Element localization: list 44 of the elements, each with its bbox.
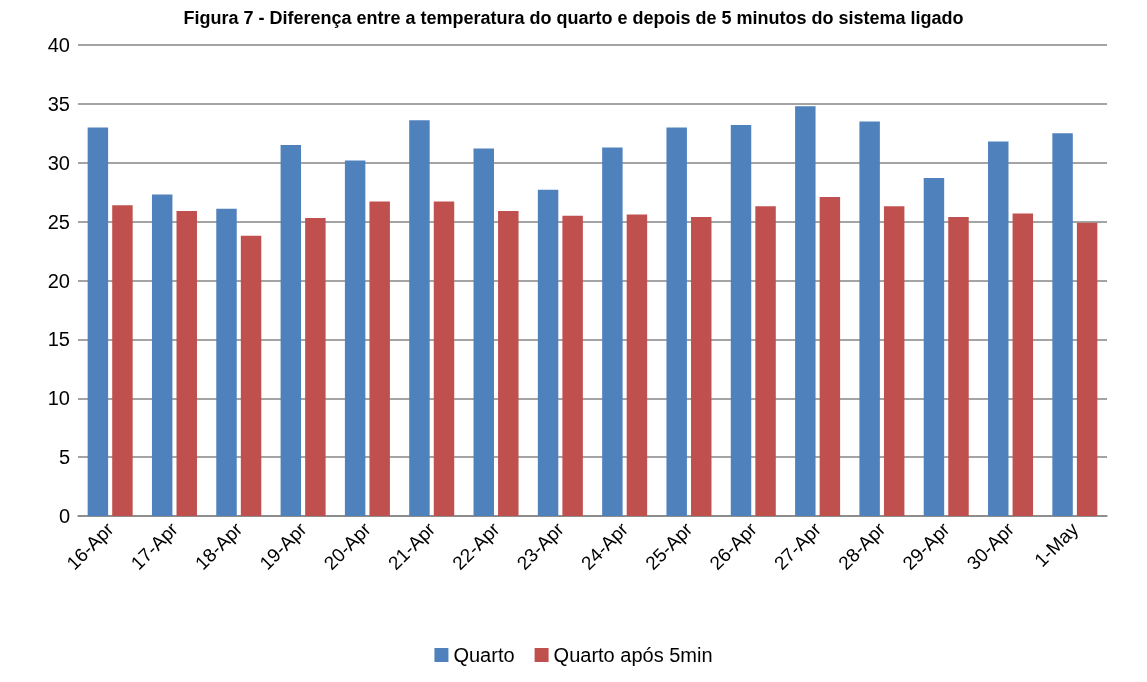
bar — [344, 160, 366, 516]
bar — [151, 194, 173, 516]
y-tick-label: 10 — [47, 387, 70, 410]
bar — [498, 211, 519, 516]
y-tick-label: 0 — [58, 505, 70, 527]
bar — [1076, 222, 1098, 516]
y-tick-label: 15 — [47, 328, 70, 351]
bar — [691, 216, 712, 516]
bar — [923, 178, 945, 516]
y-tick-label: 20 — [47, 269, 70, 292]
bar — [1012, 213, 1034, 516]
bar — [87, 127, 109, 516]
bar — [433, 201, 455, 516]
y-tick-label: 40 — [47, 34, 70, 56]
bar — [112, 205, 133, 516]
bar — [626, 214, 648, 516]
bar — [1052, 133, 1073, 516]
y-tick-label: 25 — [47, 210, 70, 233]
bar — [176, 211, 197, 516]
bar — [409, 120, 430, 516]
bar — [859, 121, 880, 516]
bar — [562, 215, 583, 516]
bar — [819, 196, 841, 516]
y-tick-label: 30 — [47, 151, 70, 174]
bar — [795, 106, 816, 516]
bar — [948, 216, 969, 516]
chart-title: Figura 7 - Diferença entre a temperatura do quarto e depois de 5 minutos do sistema ligado — [183, 8, 964, 28]
bar — [280, 145, 302, 516]
bar — [883, 206, 905, 516]
y-tick-label: 5 — [58, 446, 70, 469]
bar — [240, 235, 262, 516]
legend-label: Quarto — [453, 644, 515, 666]
bar — [602, 147, 623, 516]
bar — [537, 189, 559, 516]
bar — [216, 208, 237, 516]
bar — [730, 125, 752, 516]
y-tick-label: 35 — [47, 92, 70, 115]
bar — [473, 148, 494, 516]
bar — [988, 141, 1009, 516]
legend-label: Quarto após 5min — [553, 644, 713, 666]
bar — [755, 206, 776, 516]
bar — [666, 127, 687, 516]
bar — [305, 218, 326, 516]
bar — [369, 201, 390, 516]
